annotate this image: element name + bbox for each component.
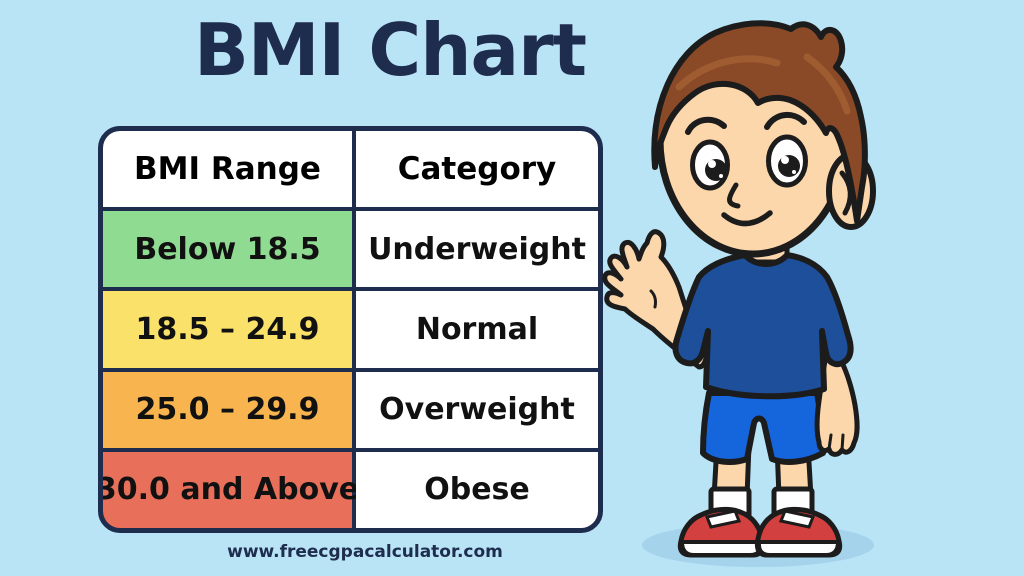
eyebrows [685,112,807,135]
nose [727,182,741,209]
boy-shirt [672,252,854,400]
cartoon-boy-illustration [602,20,876,567]
header-bmi-range: BMI Range [103,131,352,208]
boy-face [685,112,808,227]
page-title: BMI Chart [194,8,587,92]
hair-highlight [675,53,851,115]
bmi-table: BMI Range Category Below 18.5 Underweigh… [98,126,603,533]
category-normal: Normal [356,291,598,368]
website-url: www.freecgpacalculator.com [227,542,503,562]
range-obese: 30.0 and Above [103,451,359,528]
boy-shorts [700,390,826,465]
range-underweight: Below 18.5 [103,211,352,288]
category-overweight: Overweight [356,371,598,448]
category-underweight: Underweight [356,211,598,288]
range-normal: 18.5 – 24.9 [103,291,352,368]
boy-right-arm [814,342,860,457]
mouth [721,210,773,227]
range-overweight: 25.0 – 29.9 [103,371,352,448]
boy-hair [651,20,868,224]
category-obese: Obese [356,451,598,528]
boy-shoes [677,506,843,558]
header-category: Category [356,131,598,208]
